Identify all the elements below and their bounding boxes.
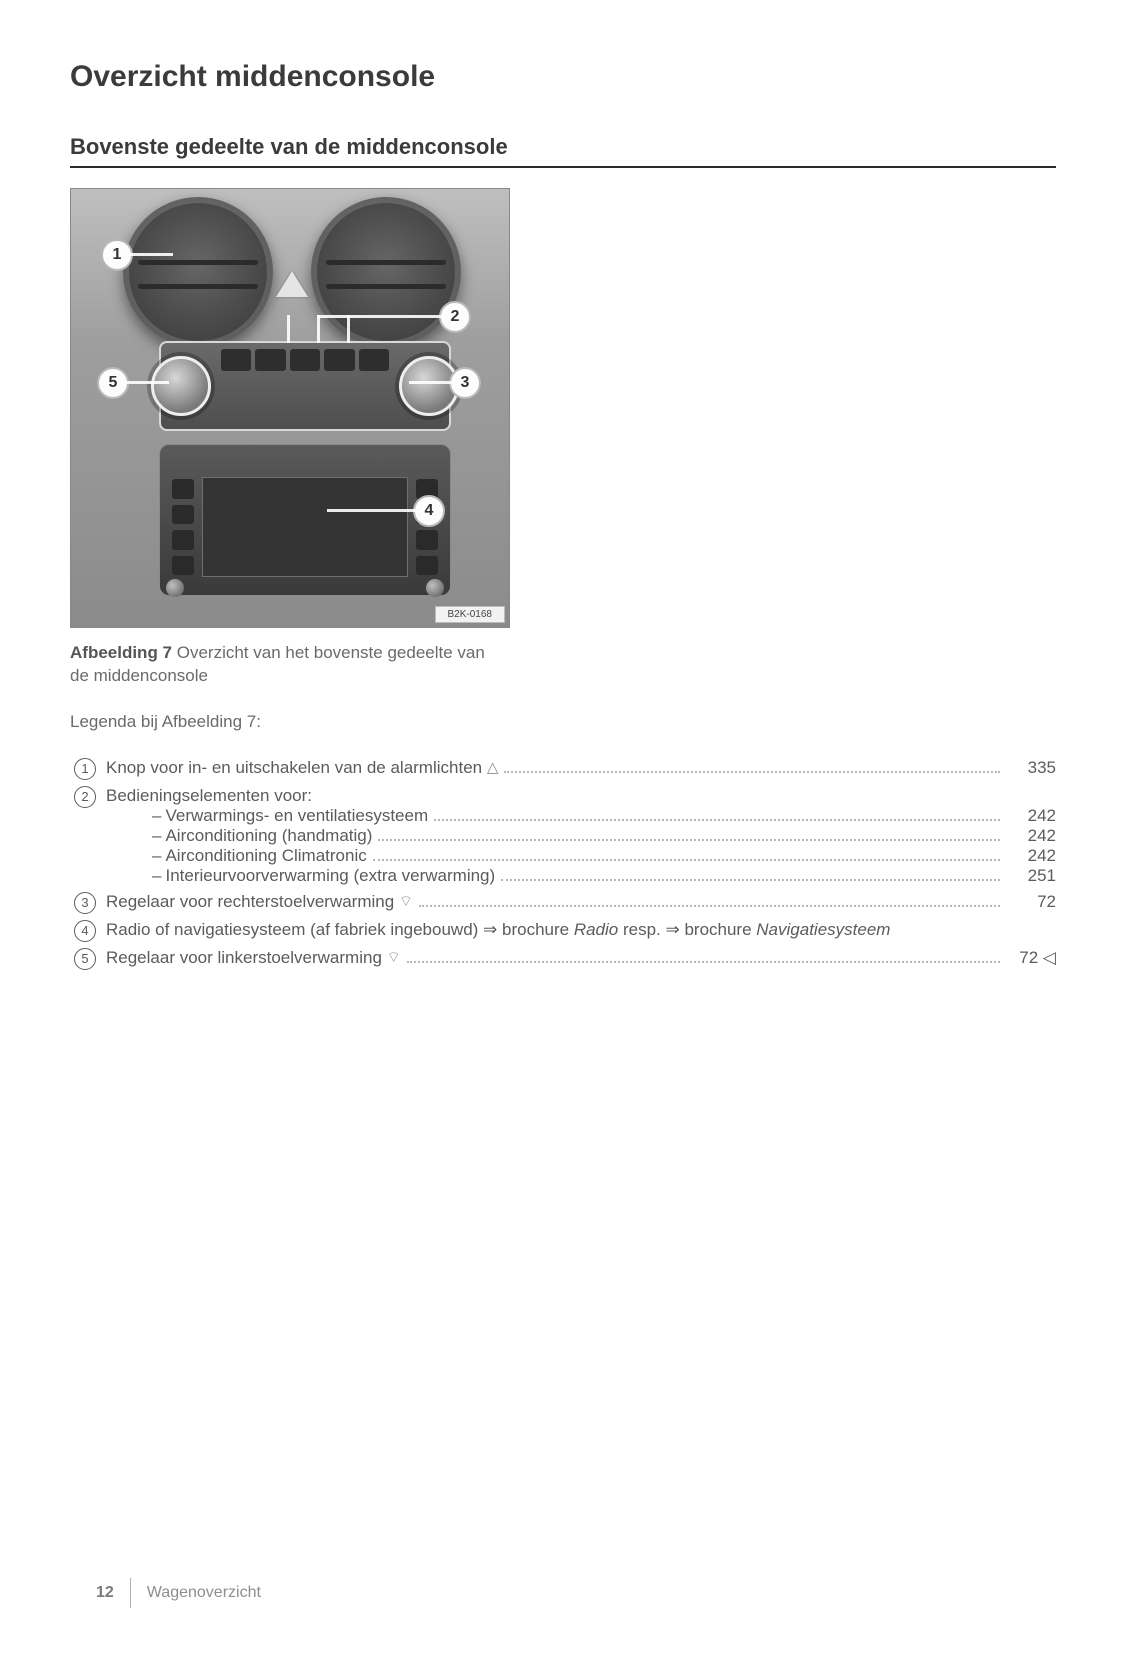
leader-dots (407, 960, 1000, 963)
callout-4: 4 (413, 495, 445, 527)
legend-intro: Legenda bij Afbeelding 7: (70, 712, 1056, 732)
callout-lead (287, 315, 290, 343)
footer-divider (130, 1578, 131, 1608)
callout-lead (347, 315, 350, 343)
page-ref: 242 (1006, 846, 1056, 866)
legend-subtext-label: Interieurvoorverwarming (extra verwarmin… (165, 866, 495, 885)
seat-heater-glyph-icon: ⌔ (387, 948, 401, 967)
legend-subtext: –Airconditioning Climatronic (152, 846, 367, 866)
legend-number: 3 (74, 892, 96, 914)
legend-subtext: –Airconditioning (handmatig) (152, 826, 372, 846)
legend-number: 1 (74, 758, 96, 780)
legend-item: 1 Knop voor in- en uitschakelen van de a… (70, 758, 1056, 780)
console-illustration: 1 2 3 4 5 B2K-0168 (70, 188, 510, 628)
legend-text: Regelaar voor rechterstoelverwarming ⌔ (106, 892, 413, 912)
page-title: Overzicht middenconsole (70, 60, 1056, 94)
radio-knob-right-icon (426, 579, 444, 597)
legend-marker: 5 (70, 948, 100, 970)
legend-marker: 4 (70, 920, 100, 942)
legend-marker: 1 (70, 758, 100, 780)
legend-number: 4 (74, 920, 96, 942)
legend-item: 5 Regelaar voor linkerstoelverwarming ⌔ … (70, 948, 1056, 970)
callout-lead (317, 315, 441, 318)
dash: – (152, 846, 161, 865)
page-ref: 72 (1006, 892, 1056, 912)
section-title: Bovenste gedeelte van de middenconsole (70, 134, 1056, 168)
dash: – (152, 826, 161, 845)
callout-lead (317, 315, 320, 343)
legend-text-italic: Radio (574, 920, 618, 939)
caption-bold: Afbeelding 7 (70, 643, 172, 662)
legend-number: 2 (74, 786, 96, 808)
legend-text: Bedieningselementen voor: (106, 786, 312, 806)
legend-text: Knop voor in- en uitschakelen van de ala… (106, 758, 498, 778)
legend-item: 3 Regelaar voor rechterstoelverwarming ⌔… (70, 892, 1056, 914)
radio-knob-left-icon (166, 579, 184, 597)
legend-item: 4 Radio of navigatiesysteem (af fabriek … (70, 920, 1056, 942)
radio-right-buttons (416, 479, 438, 575)
legend-subtext: –Verwarmings- en ventilatiesysteem (152, 806, 428, 826)
image-code: B2K-0168 (435, 606, 505, 623)
legend-text-italic: Navigatiesysteem (756, 920, 890, 939)
dash: – (152, 866, 161, 885)
legend-text-part: Knop voor in- en uitschakelen van de ala… (106, 758, 487, 777)
radio-left-buttons (172, 479, 194, 575)
legend-text-part: Radio of navigatiesysteem (af fabriek in… (106, 920, 574, 939)
figure-block: 1 2 3 4 5 B2K-0168 Afbeelding 7 Overzich… (70, 188, 508, 688)
legend-subtext-label: Airconditioning Climatronic (165, 846, 366, 865)
hazard-glyph-icon: △ (487, 758, 499, 776)
air-vent-left-icon (123, 197, 273, 347)
legend-item: 2 Bedieningselementen voor: –Verwarmings… (70, 786, 1056, 886)
leader-dots (419, 904, 1000, 907)
page-ref: 242 (1006, 806, 1056, 826)
page-ref: 72 ◁ (1006, 948, 1056, 968)
legend-subtext-label: Verwarmings- en ventilatiesysteem (165, 806, 428, 825)
page-ref: 335 (1006, 758, 1056, 778)
legend-text-part: resp. ⇒ brochure (618, 920, 756, 939)
callout-lead (125, 381, 169, 384)
dash: – (152, 806, 161, 825)
seat-heater-glyph-icon: ⌔ (399, 892, 413, 911)
climate-panel (159, 341, 451, 431)
legend-text: Radio of navigatiesysteem (af fabriek in… (106, 920, 890, 940)
callout-lead (327, 509, 415, 512)
leader-dots (504, 770, 1000, 773)
callout-2: 2 (439, 301, 471, 333)
legend-text: Regelaar voor linkerstoelverwarming ⌔ (106, 948, 401, 968)
manual-page: Overzicht middenconsole Bovenste gedeelt… (0, 0, 1126, 1654)
leader-dots (378, 838, 1000, 841)
leader-dots (434, 818, 1000, 821)
climate-buttons (221, 349, 389, 371)
callout-3: 3 (449, 367, 481, 399)
legend-marker: 2 (70, 786, 100, 808)
legend-text-part: Regelaar voor linkerstoelverwarming (106, 948, 387, 967)
legend-text-part: Regelaar voor rechterstoelverwarming (106, 892, 399, 911)
legend-subtext: –Interieurvoorverwarming (extra verwarmi… (152, 866, 495, 886)
figure-caption: Afbeelding 7 Overzicht van het bovenste … (70, 642, 508, 688)
footer-section: Wagenoverzicht (147, 1584, 261, 1602)
callout-lead (129, 253, 173, 256)
radio-screen (202, 477, 408, 577)
legend-number: 5 (74, 948, 96, 970)
callout-lead (409, 381, 451, 384)
hazard-triangle-icon (276, 271, 308, 297)
radio-nav-unit (159, 444, 451, 596)
legend-marker: 3 (70, 892, 100, 914)
leader-dots (501, 878, 1000, 881)
leader-dots (373, 858, 1000, 861)
footer-page-number: 12 (96, 1584, 114, 1602)
page-ref: 242 (1006, 826, 1056, 846)
page-ref: 251 (1006, 866, 1056, 886)
page-footer: 12 Wagenoverzicht (96, 1578, 261, 1608)
legend-subtext-label: Airconditioning (handmatig) (165, 826, 372, 845)
air-vent-right-icon (311, 197, 461, 347)
left-seat-heater-knob (151, 356, 211, 416)
legend-list: 1 Knop voor in- en uitschakelen van de a… (70, 758, 1056, 970)
